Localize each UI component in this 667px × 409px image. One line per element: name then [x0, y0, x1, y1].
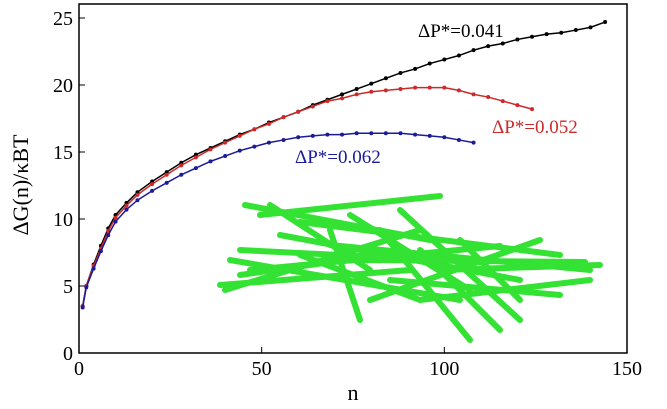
data-point: [325, 132, 330, 137]
data-point: [603, 20, 608, 25]
data-point: [427, 61, 432, 66]
data-point: [179, 172, 184, 177]
data-point: [113, 215, 118, 220]
data-point: [354, 131, 359, 136]
data-point: [296, 109, 301, 114]
data-point: [442, 85, 447, 90]
data-point: [266, 140, 271, 145]
data-point: [398, 87, 403, 92]
data-point: [310, 133, 315, 138]
plot-frame: [78, 3, 628, 354]
data-point: [98, 249, 103, 254]
data-point: [442, 135, 447, 140]
x-tick-label: 0: [74, 358, 84, 380]
data-point: [223, 140, 228, 145]
data-point: [150, 182, 155, 187]
data-point: [442, 57, 447, 62]
data-point: [398, 70, 403, 75]
series-label: ΔP*=0.041: [418, 21, 504, 42]
y-tick-label: 15: [53, 142, 73, 164]
data-point: [427, 85, 432, 90]
data-point: [91, 266, 96, 271]
data-point: [135, 192, 140, 197]
y-tick-label: 10: [53, 209, 73, 231]
data-point: [413, 132, 418, 137]
data-point: [471, 48, 476, 53]
series-label: ΔP*=0.052: [492, 117, 578, 138]
data-point: [340, 92, 345, 97]
y-axis-label: ΔG(n)/κBT: [8, 134, 33, 236]
data-point: [500, 99, 505, 104]
data-point: [369, 89, 374, 94]
data-point: [325, 99, 330, 104]
data-point: [296, 135, 301, 140]
inset-rods: [217, 193, 603, 343]
data-point: [369, 131, 374, 136]
data-point: [113, 219, 118, 224]
x-axis-label: n: [348, 380, 359, 405]
data-point: [354, 92, 359, 97]
data-point: [150, 188, 155, 193]
data-point: [486, 95, 491, 100]
data-point: [588, 25, 593, 30]
data-point: [515, 103, 520, 108]
x-tick-label: 100: [429, 358, 459, 380]
data-point: [573, 28, 578, 33]
data-point: [515, 37, 520, 42]
data-point: [164, 180, 169, 185]
data-point: [252, 144, 257, 149]
data-point: [383, 76, 388, 81]
data-point: [208, 147, 213, 152]
data-point: [486, 44, 491, 49]
data-point: [124, 203, 129, 208]
data-point: [84, 285, 89, 290]
data-point: [252, 127, 257, 132]
data-point: [413, 66, 418, 71]
data-point: [471, 140, 476, 145]
data-point: [427, 133, 432, 138]
x-tick-label: 150: [612, 358, 642, 380]
y-tick-label: 25: [53, 8, 73, 30]
data-point: [124, 207, 129, 212]
data-point: [383, 131, 388, 136]
data-point: [106, 233, 111, 238]
data-point: [164, 172, 169, 177]
x-tick-label: 50: [252, 358, 272, 380]
data-point: [193, 166, 198, 171]
data-point: [544, 32, 549, 37]
y-tick-label: 20: [53, 75, 73, 97]
data-point: [310, 104, 315, 109]
data-point: [340, 96, 345, 101]
data-point: [354, 87, 359, 92]
data-point: [383, 88, 388, 93]
data-point: [179, 163, 184, 168]
data-point: [223, 154, 228, 159]
data-point: [281, 137, 286, 142]
data-point: [237, 133, 242, 138]
y-tick-label: 5: [63, 276, 73, 298]
data-point: [559, 30, 564, 35]
data-point: [266, 121, 271, 126]
series-label: ΔP*=0.062: [295, 147, 381, 168]
data-point: [237, 148, 242, 153]
fit-line: [81, 21, 606, 307]
data-point: [471, 92, 476, 97]
data-point: [500, 41, 505, 46]
data-point: [456, 53, 461, 58]
data-point: [413, 85, 418, 90]
data-point: [340, 132, 345, 137]
data-point: [193, 155, 198, 160]
data-point: [530, 107, 535, 112]
y-tick-label: 0: [63, 343, 73, 365]
data-point: [398, 131, 403, 136]
data-point: [281, 115, 286, 120]
data-point: [456, 137, 461, 142]
data-point: [530, 34, 535, 39]
data-point: [208, 159, 213, 164]
data-point: [135, 198, 140, 203]
data-point: [369, 81, 374, 86]
data-point: [456, 88, 461, 93]
data-point: [80, 305, 85, 310]
